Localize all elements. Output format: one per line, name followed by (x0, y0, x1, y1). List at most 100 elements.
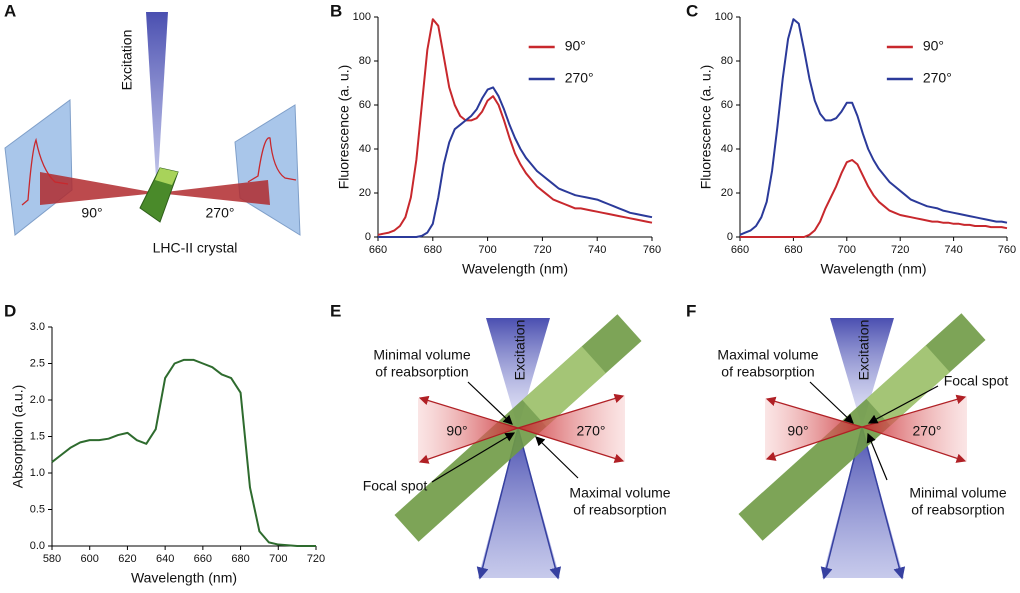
label: Focal spot (944, 373, 1009, 389)
arrow (861, 394, 967, 428)
label: Minimal volume (909, 485, 1006, 501)
legend-label: 270° (565, 70, 594, 86)
excitation-beam (822, 427, 904, 578)
x-tick-label: 700 (838, 244, 856, 256)
diagram-e: Minimal volume of reabsorption Excitatio… (363, 314, 671, 580)
excitation-beam (478, 428, 560, 578)
x-tick-label: 660 (731, 244, 749, 256)
label: of reabsorption (573, 502, 666, 518)
y-tick-label: 20 (359, 187, 371, 199)
x-tick-label: 700 (269, 553, 287, 565)
label: Excitation (856, 320, 872, 381)
x-tick-label: 720 (533, 244, 551, 256)
legend-label: 90° (565, 38, 586, 54)
label: of reabsorption (911, 502, 1004, 518)
y-tick-label: 80 (359, 55, 371, 67)
screen (4, 99, 73, 236)
x-tick-label: 680 (784, 244, 802, 256)
crystal-face (522, 346, 606, 427)
y-tick-label: 100 (715, 11, 733, 23)
y-tick-label: 2.0 (30, 394, 45, 406)
spectrum-sketch (21, 137, 69, 206)
crystal-face (866, 345, 950, 426)
series-line (740, 159, 1008, 238)
arrow (535, 436, 579, 479)
screen (234, 104, 301, 236)
emission-beam (862, 396, 967, 462)
label: Focal spot (363, 478, 428, 494)
y-tick-label: 0 (365, 231, 371, 243)
arrow (866, 432, 888, 481)
panel-label: B (330, 1, 342, 20)
x-tick-label: 720 (307, 553, 325, 565)
arrow (517, 393, 625, 429)
emission-beam (765, 398, 862, 460)
x-tick-label: 580 (43, 553, 61, 565)
x-tick-label: 740 (944, 244, 962, 256)
excitation-beam (830, 318, 894, 427)
x-tick-label: 700 (478, 244, 496, 256)
x-axis-label: Wavelength (nm) (131, 570, 237, 586)
arrow (867, 385, 939, 424)
y-tick-label: 1.5 (30, 430, 45, 442)
x-tick-label: 620 (118, 553, 136, 565)
y-axis-label: Absorption (a.u.) (10, 385, 26, 489)
emission-beam (518, 395, 625, 462)
series-line (51, 358, 316, 547)
panel-label: F (686, 301, 696, 320)
label: 90° (81, 205, 102, 221)
arrow (517, 427, 562, 580)
arrow (467, 381, 513, 425)
y-tick-label: 0.5 (30, 503, 45, 515)
label: of reabsorption (375, 364, 468, 380)
spectrum-sketch (247, 137, 297, 183)
label: Excitation (119, 30, 135, 91)
y-tick-label: 80 (721, 55, 733, 67)
panel-label: D (4, 301, 16, 320)
series-line (377, 18, 653, 236)
excitation-beam (486, 318, 550, 428)
label: Maximal volume (569, 485, 670, 501)
label: 270° (913, 423, 942, 439)
panel-label: A (4, 1, 16, 20)
diagram-a: Excitation 90° 270° LHC-II crystal (4, 12, 301, 256)
panel-label: E (330, 301, 341, 320)
y-tick-label: 60 (359, 99, 371, 111)
y-axis-label: Fluorescence (a. u.) (336, 65, 352, 190)
y-tick-label: 3.0 (30, 321, 45, 333)
emission-beam (418, 398, 518, 462)
legend-label: 270° (923, 70, 952, 86)
x-tick-label: 660 (369, 244, 387, 256)
label: LHC-II crystal (153, 240, 238, 256)
y-tick-label: 100 (353, 11, 371, 23)
x-axis-label: Wavelength (nm) (820, 261, 926, 277)
arrow (517, 427, 625, 464)
x-tick-label: 600 (81, 553, 99, 565)
y-tick-label: 40 (359, 143, 371, 155)
y-tick-label: 1.0 (30, 467, 45, 479)
x-tick-label: 660 (194, 553, 212, 565)
x-tick-label: 740 (588, 244, 606, 256)
crystal-face (155, 168, 178, 185)
x-tick-label: 760 (998, 244, 1016, 256)
y-tick-label: 0.0 (30, 540, 45, 552)
x-tick-label: 680 (231, 553, 249, 565)
y-tick-label: 2.5 (30, 357, 45, 369)
arrow (418, 395, 519, 429)
label: 270° (577, 423, 606, 439)
arrow (418, 427, 519, 464)
y-tick-label: 60 (721, 99, 733, 111)
x-tick-label: 760 (643, 244, 661, 256)
arrow (431, 432, 516, 483)
y-axis-label: Fluorescence (a. u.) (698, 65, 714, 190)
label: Maximal volume (717, 347, 818, 363)
label: Minimal volume (373, 347, 470, 363)
excitation-beam (146, 12, 168, 195)
x-tick-label: 680 (424, 244, 442, 256)
x-tick-label: 720 (891, 244, 909, 256)
panel-label: C (686, 1, 698, 20)
series-line (739, 18, 1008, 236)
legend-label: 90° (923, 38, 944, 54)
beam (40, 172, 157, 205)
